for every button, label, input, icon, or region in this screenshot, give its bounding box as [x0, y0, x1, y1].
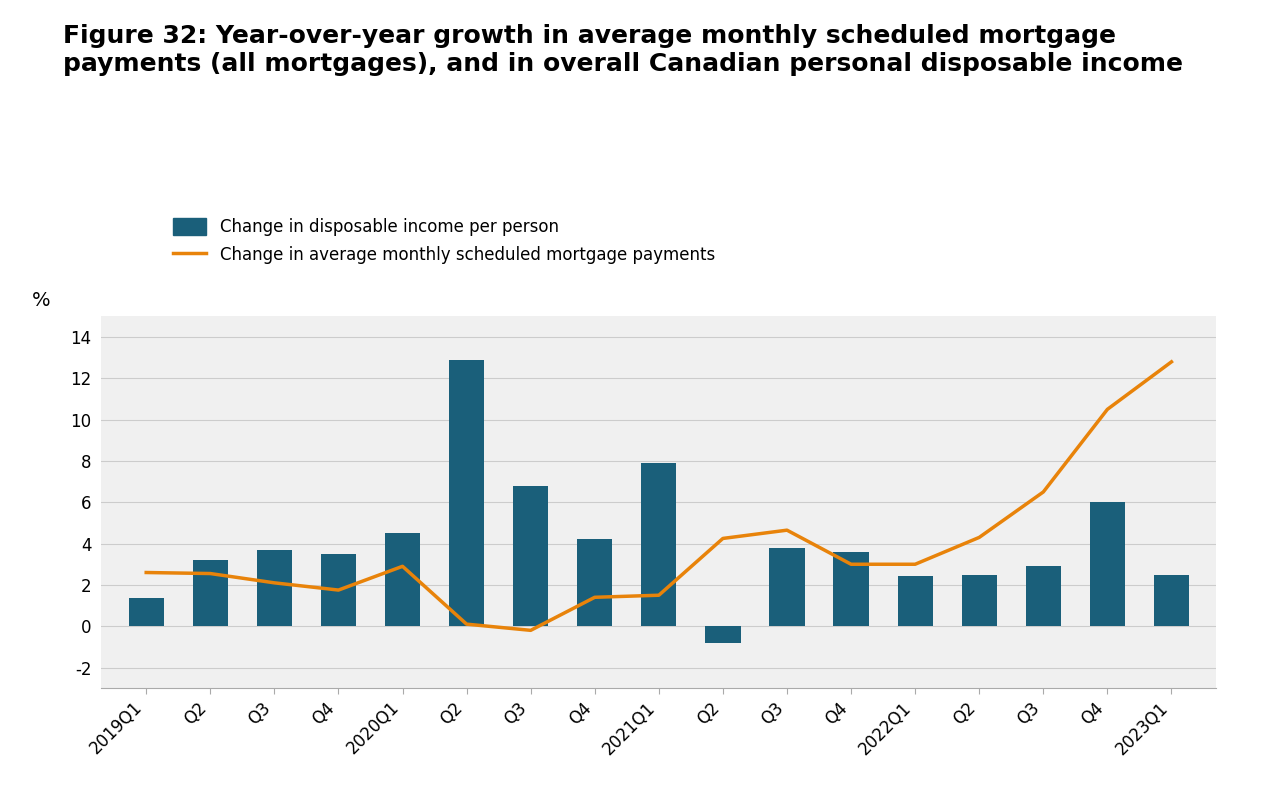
Bar	[834, 552, 869, 626]
Text: Figure 32: Year-over-year growth in average monthly scheduled mortgage
payments : Figure 32: Year-over-year growth in aver…	[63, 24, 1183, 75]
Bar	[641, 463, 677, 626]
Bar	[1154, 574, 1190, 626]
Bar	[321, 554, 356, 626]
Bar	[1090, 502, 1125, 626]
Bar	[962, 574, 997, 626]
Bar	[706, 626, 740, 643]
Text: %: %	[32, 291, 51, 310]
Bar	[128, 598, 163, 626]
Bar	[257, 550, 291, 626]
Bar	[578, 539, 612, 626]
Legend: Change in disposable income per person, Change in average monthly scheduled mort: Change in disposable income per person, …	[174, 218, 715, 264]
Bar	[385, 533, 421, 626]
Bar	[769, 547, 805, 626]
Bar	[193, 560, 228, 626]
Bar	[513, 486, 549, 626]
Bar	[449, 360, 484, 626]
Bar	[897, 576, 933, 626]
Bar	[1026, 566, 1060, 626]
